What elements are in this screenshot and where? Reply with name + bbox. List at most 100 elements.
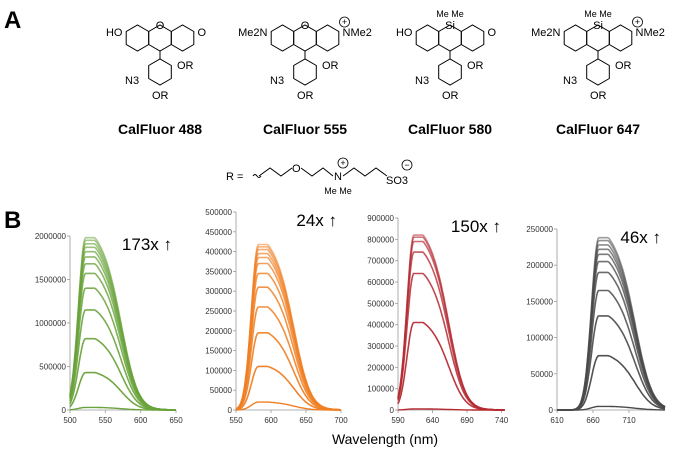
emission-curve	[557, 236, 666, 411]
bridge-atom: O	[156, 20, 165, 32]
r-chain-1	[258, 167, 293, 177]
or-lower: OR	[297, 90, 314, 102]
azide-group: N3	[125, 75, 139, 87]
emission-curve	[69, 309, 176, 411]
emission-curve	[69, 246, 176, 411]
fold-increase-label: 150x ↑	[451, 217, 501, 236]
compound-name-2: CalFluor 555	[263, 121, 347, 137]
emission-curve	[397, 251, 505, 411]
y-tick-label: 300000	[205, 287, 232, 296]
y-tick-label: 100000	[367, 385, 394, 394]
xanthene-ring-right	[170, 24, 195, 52]
xanthene-ring-left	[563, 24, 588, 52]
y-tick-label: 0	[390, 406, 395, 415]
y-tick-label: 500000	[39, 363, 66, 372]
or-lower: OR	[442, 90, 459, 102]
x-tick-label: 690	[460, 416, 474, 425]
si-methyls: Me Me	[584, 9, 612, 19]
y-tick-label: 350000	[205, 267, 232, 276]
or-upper: OR	[615, 60, 632, 72]
compound-name-1: CalFluor 488	[118, 121, 202, 137]
aryl-ring	[438, 58, 462, 86]
emission-curve	[397, 236, 505, 411]
si-methyls: Me Me	[436, 9, 464, 19]
emission-curve	[397, 240, 505, 411]
fold-increase-label: 46x ↑	[620, 228, 661, 247]
y-tick-label: 800000	[367, 235, 394, 244]
emission-curve	[69, 243, 176, 411]
r-chain-2	[300, 167, 334, 177]
bridge-atom: Si	[445, 20, 455, 32]
x-tick-label: 550	[99, 416, 113, 425]
y-tick-label: 200000	[526, 261, 553, 270]
y-tick-label: 450000	[205, 228, 232, 237]
xanthene-ring-left	[270, 24, 295, 52]
xanthene-ring-right	[460, 24, 485, 52]
y-tick-label: 100000	[205, 366, 232, 375]
y-tick-label: 400000	[367, 321, 394, 330]
x-axis-label: Wavelength (nm)	[332, 431, 438, 447]
x-tick-label: 650	[299, 416, 313, 425]
spectrum-chart-4: 0 50000 100000 150000 200000 250000 610 660 710 4…	[526, 225, 666, 425]
left-end-group: HO	[396, 27, 413, 39]
r-group-structure: R = O N + Me Me SO3 −	[226, 157, 413, 196]
x-tick-label: 660	[586, 416, 600, 425]
y-tick-label: 250000	[205, 307, 232, 316]
y-tick-label: 0	[549, 406, 554, 415]
emission-curve	[69, 236, 176, 411]
aryl-ring	[586, 58, 610, 86]
y-tick-label: 150000	[526, 297, 553, 306]
left-end-group: Me2N	[238, 27, 267, 39]
x-tick-label: 600	[264, 416, 278, 425]
r-group-prefix: R =	[226, 171, 243, 183]
y-tick-label: 900000	[367, 214, 394, 223]
left-end-group: Me2N	[531, 27, 560, 39]
or-upper: OR	[322, 60, 339, 72]
or-lower: OR	[590, 90, 607, 102]
positive-charge-sign: +	[342, 17, 347, 27]
azide-group: N3	[415, 75, 429, 87]
aryl-ring	[148, 58, 172, 86]
compound-name-3: CalFluor 580	[408, 121, 492, 137]
y-tick-label: 300000	[367, 342, 394, 351]
x-tick-label: 650	[169, 416, 183, 425]
y-tick-label: 1500000	[35, 276, 67, 285]
y-tick-label: 50000	[531, 370, 554, 379]
xanthene-ring-left	[125, 24, 150, 52]
spectrum-chart-2: 0 50000 100000 150000 200000 250000 300000 3500…	[205, 208, 348, 425]
r-sulfonate: SO3	[386, 175, 408, 187]
xanthene-ring-left	[415, 24, 440, 52]
right-end-group: NMe2	[636, 27, 665, 39]
spectrum-chart-1: 0 500000 1000000 1500000 2000000 500 550 600 650…	[35, 232, 183, 425]
panel-b-label: B	[4, 207, 21, 234]
compound-name-4: CalFluor 647	[556, 121, 640, 137]
y-tick-label: 500000	[367, 299, 394, 308]
y-tick-label: 400000	[205, 248, 232, 257]
emission-curve	[557, 260, 666, 411]
y-tick-label: 50000	[210, 386, 233, 395]
r-ether-oxygen: O	[292, 163, 301, 175]
y-tick-label: 200000	[367, 363, 394, 372]
emission-curve	[557, 289, 666, 411]
emission-curve	[557, 315, 666, 411]
r-ammonium-n: N	[334, 171, 342, 183]
or-upper: OR	[177, 60, 194, 72]
azide-group: N3	[563, 75, 577, 87]
emission-curve	[235, 243, 341, 411]
panel-a-label: A	[4, 7, 21, 34]
structure-2: O Me2N NMe2+ OR N3 OR	[238, 16, 372, 102]
or-lower: OR	[152, 90, 169, 102]
y-tick-label: 250000	[526, 225, 553, 234]
emission-curve	[397, 234, 505, 411]
bridge-atom: O	[301, 20, 310, 32]
y-tick-label: 700000	[367, 257, 394, 266]
r-plus-sign: +	[340, 158, 345, 168]
y-tick-label: 0	[228, 406, 233, 415]
aryl-ring	[293, 58, 317, 86]
x-tick-label: 710	[622, 416, 636, 425]
emission-curve	[69, 239, 176, 411]
